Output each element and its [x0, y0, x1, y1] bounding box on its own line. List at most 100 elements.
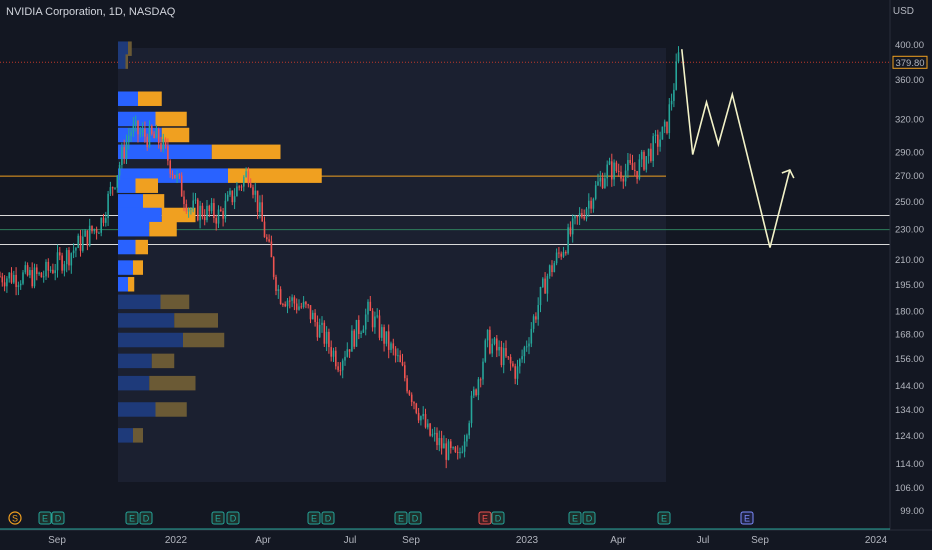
candle-body — [77, 235, 79, 248]
candle-body — [588, 200, 590, 209]
candle-body — [49, 269, 52, 271]
volume-profile-up-bar — [118, 353, 152, 369]
candle-body — [123, 147, 125, 159]
price-tick-label: 124.00 — [895, 431, 924, 442]
candle-body — [63, 264, 66, 271]
candle-body — [75, 247, 77, 251]
candle-body — [215, 218, 217, 224]
candle-body — [65, 250, 68, 265]
volume-profile-down-bar — [149, 221, 177, 237]
dividend-marker-icon — [139, 511, 153, 525]
candle-body — [544, 278, 546, 294]
volume-profile-down-bar — [135, 239, 148, 255]
volume-profile-down-bar — [133, 428, 143, 443]
candle-body — [404, 365, 406, 379]
candle-body — [164, 138, 167, 146]
candle-body — [300, 306, 303, 308]
candle-body — [523, 347, 526, 357]
candle-body — [33, 267, 36, 287]
candle-body — [102, 217, 105, 223]
price-tick-label: 290.00 — [895, 147, 924, 158]
candle-body — [15, 274, 17, 288]
candle-body — [243, 176, 245, 187]
time-tick-label: 2024 — [865, 535, 888, 546]
candle-body — [31, 270, 33, 287]
candle-body — [157, 129, 160, 144]
candle-body — [29, 270, 31, 276]
candle-body — [452, 447, 454, 449]
volume-profile-down-bar — [128, 277, 135, 292]
candle-body — [268, 239, 270, 242]
candle-body — [594, 185, 597, 199]
candle-body — [470, 395, 473, 424]
candle-body — [134, 120, 137, 125]
candle-body — [509, 356, 512, 364]
candle-body — [390, 343, 392, 350]
candle-body — [291, 297, 293, 301]
candle-body — [473, 389, 475, 396]
earnings-marker-icon — [38, 511, 52, 525]
candle-body — [479, 379, 482, 381]
candle-body — [245, 171, 247, 177]
candle-body — [323, 322, 326, 344]
candle-body — [505, 348, 507, 357]
volume-profile-down-bar — [160, 294, 190, 310]
candle-body — [482, 361, 484, 380]
candle-body — [397, 355, 399, 357]
projection-path — [681, 49, 791, 248]
candle-body — [406, 378, 408, 392]
candle-body — [0, 276, 1, 278]
price-tick-label: 210.00 — [895, 255, 924, 266]
price-tick-label: 144.00 — [895, 381, 924, 392]
volume-profile-up-bar — [118, 221, 150, 237]
volume-profile-down-bar — [155, 402, 187, 417]
time-tick-label: Apr — [255, 535, 271, 546]
price-tick-label: 320.00 — [895, 114, 924, 125]
event-marker-label: E — [661, 514, 667, 524]
time-tick-label: Apr — [610, 535, 626, 546]
candle-body — [105, 218, 107, 223]
price-tick-label: 400.00 — [895, 40, 924, 51]
event-marker-label: D — [412, 514, 419, 524]
candle-body — [312, 312, 314, 320]
candle-body — [500, 346, 503, 366]
candle-body — [162, 138, 165, 150]
candle-body — [155, 129, 158, 139]
volume-profile-up-bar — [118, 277, 128, 292]
candle-body — [613, 162, 615, 180]
candle-body — [298, 306, 300, 310]
candle-body — [190, 209, 192, 211]
candle-body — [332, 350, 335, 357]
candle-body — [118, 164, 121, 176]
candle-body — [169, 160, 171, 174]
candle-body — [109, 187, 112, 194]
candle-body — [295, 303, 298, 310]
candle-body — [355, 319, 358, 347]
event-marker-label: D — [325, 514, 332, 524]
price-tick-label: 168.00 — [895, 330, 924, 341]
event-marker-label: E — [572, 514, 578, 524]
candle-body — [325, 331, 328, 344]
candle-body — [70, 253, 73, 266]
candle-body — [68, 250, 70, 266]
candle-body — [447, 441, 450, 460]
event-marker-label: D — [230, 514, 237, 524]
event-marker-label: E — [129, 514, 135, 524]
candle-body — [516, 366, 519, 379]
candle-body — [79, 235, 82, 251]
candle-body — [259, 202, 261, 212]
candle-body — [224, 200, 227, 219]
candle-body — [650, 148, 652, 161]
candle-body — [415, 403, 418, 413]
candle-body — [383, 327, 385, 344]
candle-body — [491, 343, 493, 354]
event-marker-label: D — [586, 514, 593, 524]
event-marker-label: D — [495, 514, 502, 524]
candle-body — [454, 447, 457, 452]
candle-body — [111, 187, 114, 189]
candle-body — [578, 213, 581, 218]
candle-body — [583, 216, 585, 219]
candle-body — [438, 438, 441, 446]
candle-body — [275, 276, 277, 291]
